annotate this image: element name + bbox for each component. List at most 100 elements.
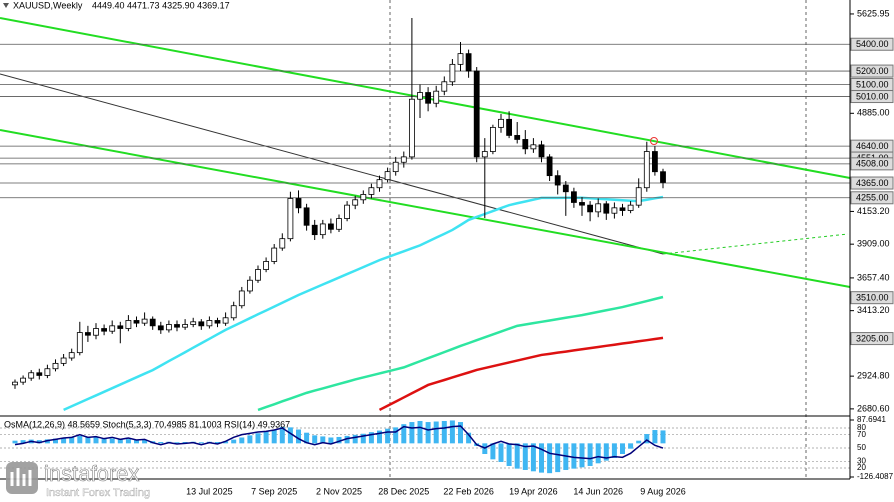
candle-body (141, 318, 148, 324)
osma-bar (652, 430, 658, 444)
x-tick-label: 2 Nov 2025 (316, 486, 362, 496)
osma-bar (441, 420, 447, 444)
osma-bar (603, 443, 609, 461)
level-box (850, 332, 894, 346)
osma-bar (304, 432, 310, 444)
osma-bar (522, 443, 528, 470)
osma-bar (174, 442, 180, 444)
candle-body (392, 161, 399, 173)
candle-body (85, 332, 91, 336)
osma-bar (20, 440, 26, 444)
osma-bar (134, 439, 139, 444)
candle-body (327, 223, 334, 230)
osma-bar (530, 443, 536, 472)
candle-body (311, 224, 318, 236)
osma-bar (320, 436, 326, 444)
osma-bar (433, 421, 439, 444)
logo-mark (10, 468, 32, 486)
level-label: 5400.00 (856, 39, 889, 49)
candle-body (368, 187, 375, 195)
indicator-title: OsMA(12,26,9) 48.5659 Stoch(5,3,3) 70.49… (4, 419, 290, 429)
candle-body (352, 199, 359, 206)
osma-bar (360, 433, 366, 444)
candle-body (473, 70, 480, 158)
candle-body (149, 318, 156, 327)
candle-body (587, 204, 593, 213)
osma-bar (255, 433, 261, 444)
candle-body (506, 118, 513, 136)
candle-body (198, 321, 205, 327)
candle-body (336, 218, 342, 230)
candle-body (101, 328, 107, 332)
y-tick-label: 3413.20 (857, 305, 890, 315)
candle-body (222, 317, 229, 324)
osma-bar (117, 439, 123, 444)
osma-bar (239, 437, 245, 444)
osma-bar (579, 443, 585, 468)
osma-bar (571, 443, 577, 469)
candle-body (465, 53, 472, 72)
candle-body (214, 320, 221, 324)
osma-bar (409, 422, 415, 444)
candle-body (579, 202, 585, 206)
candle-body (28, 372, 35, 379)
candle-body (109, 325, 116, 332)
candle-body (417, 92, 423, 100)
candle-body (522, 139, 529, 150)
osma-bar (385, 428, 391, 444)
osma-bar (328, 437, 334, 444)
candle-body (660, 171, 666, 183)
osma-bar (490, 443, 496, 460)
osma-bar (628, 443, 634, 449)
osma-bar (620, 443, 625, 454)
candle-body (60, 357, 67, 364)
osma-bar (12, 440, 18, 444)
candle-body (627, 204, 634, 211)
logo: instaforex Instant Forex Trading (6, 461, 150, 499)
candle-body (571, 191, 577, 203)
level-label: 4365.00 (856, 178, 889, 188)
y-tick-label: 2924.80 (857, 371, 890, 381)
osma-bar (198, 442, 204, 444)
candle-body (619, 207, 626, 211)
level-box (850, 157, 894, 171)
candle-body (408, 98, 415, 158)
candle-body (481, 151, 488, 158)
level-label: 3510.00 (856, 293, 889, 303)
candle-body (93, 328, 99, 336)
x-tick-label: 22 Feb 2026 (443, 486, 494, 496)
candle-body (400, 156, 407, 163)
candle-body (52, 362, 59, 370)
y-tick-label: -126.4087 (857, 472, 894, 481)
candle-body (182, 324, 189, 328)
osma-bar (125, 439, 131, 444)
osma-bar (466, 432, 472, 444)
candle-body (376, 179, 383, 189)
osma-bar (514, 443, 520, 469)
osma-bar (393, 427, 399, 444)
osma-bar (636, 440, 642, 444)
y2-tick-label: 70 (857, 430, 866, 439)
y2-tick-label: 50 (857, 443, 866, 452)
candle-body (174, 324, 180, 328)
candle-body (384, 171, 391, 181)
y-tick-label: 87.6941 (857, 415, 886, 424)
osma-bar (336, 436, 342, 444)
osma-bar (401, 424, 407, 444)
osma-bar (287, 427, 293, 444)
symbol-icon (3, 3, 9, 8)
osma-bar (344, 435, 350, 444)
brand: instaforex (44, 461, 139, 486)
level-box (850, 64, 894, 78)
level-label: 5200.00 (856, 66, 889, 76)
candle-body (603, 203, 610, 214)
level-box (850, 291, 894, 305)
candle-body (68, 352, 75, 359)
symbol: XAUUSD,Weekly (13, 0, 83, 10)
osma-bar (587, 443, 593, 466)
y-tick-label: 4153.20 (857, 206, 890, 216)
x-tick-label: 13 Jul 2025 (186, 486, 233, 496)
osma-bar (69, 437, 75, 444)
osma-bar (312, 435, 318, 444)
candle-body (255, 269, 261, 281)
